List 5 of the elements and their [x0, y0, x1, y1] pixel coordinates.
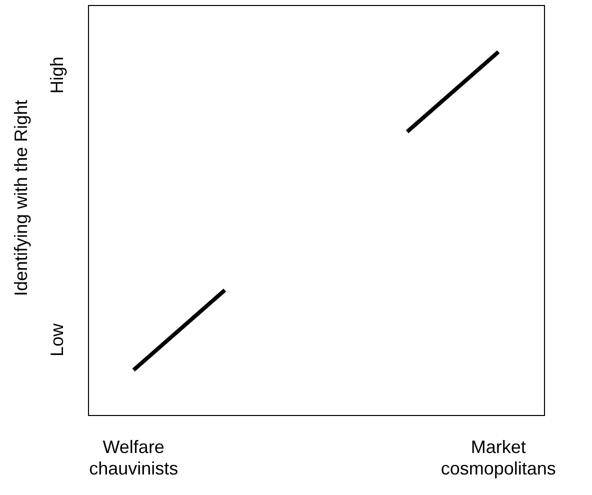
x-tick-label: Welfare chauvinists [89, 436, 178, 478]
x-tick-label: Market cosmopolitans [440, 436, 556, 478]
text: High [46, 56, 67, 94]
text: Low [46, 322, 67, 356]
y-axis-title: Identifying with the Right [10, 100, 31, 296]
